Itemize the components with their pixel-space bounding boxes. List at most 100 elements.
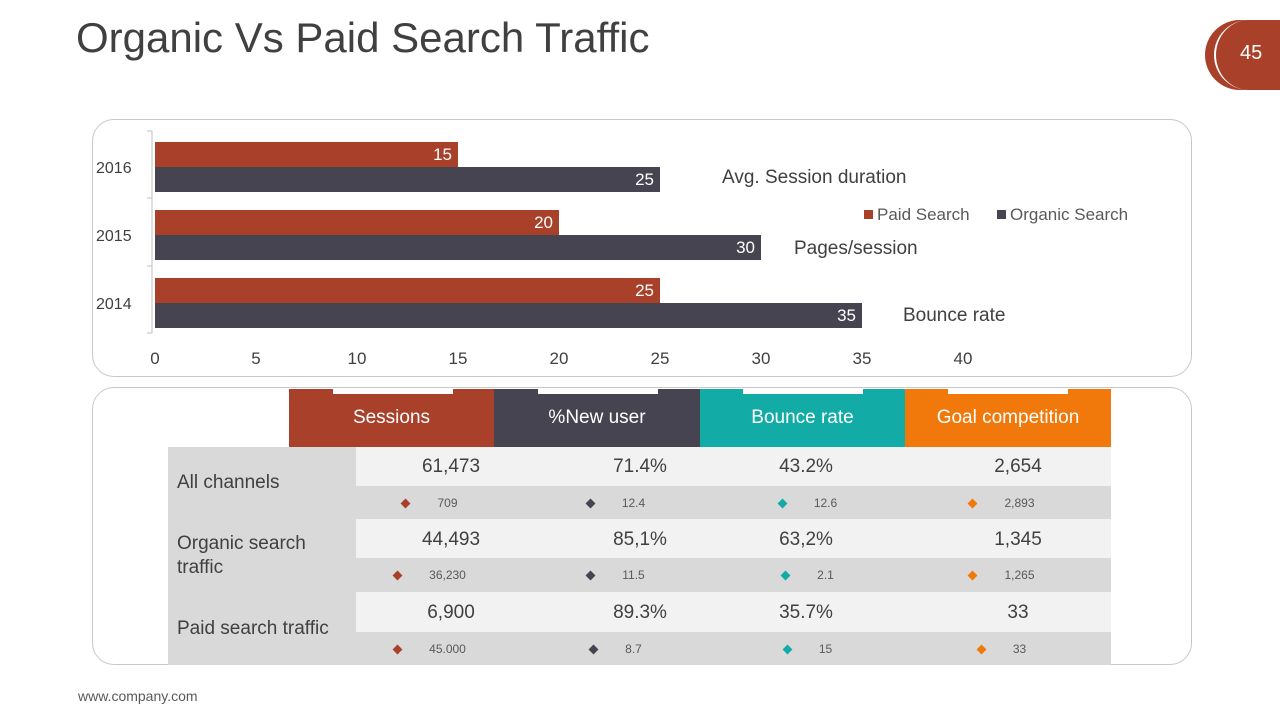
sub-cell: 12.6	[708, 493, 908, 513]
sub-value: 2,893	[1004, 496, 1035, 510]
x-tick-label: 40	[954, 349, 973, 368]
bar-annotation: Pages/session	[794, 238, 918, 259]
sub-value: 33	[1012, 642, 1027, 656]
cell-value: 89.3%	[613, 602, 667, 623]
cell-value: 35.7%	[779, 602, 833, 623]
cell-value: 85,1%	[613, 529, 667, 550]
table-row-subband	[356, 486, 1111, 519]
x-tick-label: 5	[251, 349, 260, 368]
diamond-icon	[392, 570, 403, 580]
header-notch	[948, 389, 1068, 394]
cell-value: 43.2%	[779, 456, 833, 477]
diamond-icon	[782, 644, 793, 654]
data-label: 15	[433, 145, 452, 164]
cell-value: 2,654	[994, 456, 1042, 477]
x-tick-label: 0	[150, 349, 159, 368]
header-goal-competition: Goal competition	[905, 389, 1111, 447]
data-label: 25	[635, 170, 654, 189]
table-row-band	[356, 592, 1111, 632]
sub-value: 709	[437, 496, 458, 510]
header-sessions: Sessions	[289, 389, 494, 447]
sub-cell: 15	[708, 639, 908, 659]
sub-value: 12.4	[621, 496, 646, 510]
bar-annotation: Bounce rate	[903, 305, 1005, 326]
table-row-subband	[356, 558, 1111, 592]
diamond-icon	[780, 570, 791, 580]
bar-organic-search	[155, 303, 862, 328]
diamond-icon	[392, 644, 403, 654]
sub-value: 1,265	[1004, 568, 1035, 582]
bar-paid-search	[155, 278, 660, 303]
diamond-icon	[968, 498, 978, 508]
sub-value: 11.5	[622, 568, 645, 582]
sub-cell: 8.7	[516, 639, 716, 659]
diamond-icon	[777, 498, 788, 508]
legend-label: Paid Search	[877, 205, 970, 224]
header-notch	[743, 389, 863, 394]
sub-cell: 2,893	[902, 493, 1102, 513]
cell-value: 1,345	[994, 529, 1042, 550]
x-tick-label: 25	[651, 349, 670, 368]
sub-cell: 709	[330, 493, 530, 513]
x-tick-label: 30	[752, 349, 771, 368]
diamond-icon	[588, 644, 599, 654]
page-number-badge-ring	[1214, 20, 1280, 90]
sub-cell: 12.4	[516, 493, 716, 513]
sub-value: 36,230	[429, 568, 466, 582]
cell-value: 61,473	[421, 456, 481, 477]
sub-value: 2.1	[817, 568, 834, 582]
sub-cell: 2.1	[708, 565, 908, 585]
sub-cell: 11.5	[516, 565, 716, 585]
sub-cell: 1,265	[902, 565, 1102, 585]
diamond-icon	[976, 644, 987, 654]
bar-paid-search	[155, 142, 458, 167]
x-tick-label: 35	[853, 349, 872, 368]
cell-value: 71.4%	[613, 456, 667, 477]
cell-value: 44,493	[421, 529, 481, 550]
row-label-all-channels: All channels	[168, 447, 356, 519]
data-label: 30	[736, 238, 755, 257]
table-row-band	[356, 447, 1111, 486]
x-tick-label: 20	[550, 349, 569, 368]
page-title: Organic Vs Paid Search Traffic	[76, 14, 650, 61]
y-tick-label: 2015	[96, 228, 132, 245]
cell-value: 33	[1007, 602, 1029, 623]
data-label: 25	[635, 281, 654, 300]
sub-cell: 45.000	[330, 639, 530, 659]
cell-value: 6,900	[427, 602, 475, 623]
row-label-paid-search-traffic: Paid search traffic	[168, 592, 356, 665]
sub-value: 12.6	[813, 496, 838, 510]
x-tick-label: 15	[449, 349, 468, 368]
sub-value: 15	[818, 642, 833, 656]
diamond-icon	[401, 498, 411, 508]
bar-paid-search	[155, 210, 559, 235]
y-tick-label: 2014	[96, 296, 132, 313]
chart-panel	[92, 119, 1192, 377]
sub-value: 45.000	[429, 642, 466, 656]
header-new-user: %New user	[494, 389, 700, 447]
data-label: 20	[534, 213, 553, 232]
page-number: 45	[1240, 42, 1263, 64]
legend-label: Organic Search	[1010, 205, 1128, 224]
diamond-icon	[585, 498, 596, 508]
legend-swatch	[997, 210, 1006, 219]
table-row-band	[356, 519, 1111, 558]
sub-cell: 36,230	[330, 565, 530, 585]
sub-cell: 33	[902, 639, 1102, 659]
sub-value: 8.7	[625, 642, 642, 656]
header-notch	[538, 389, 658, 394]
bar-annotation: Avg. Session duration	[722, 167, 907, 188]
bar-organic-search	[155, 167, 660, 192]
diamond-icon	[968, 570, 978, 580]
bar-organic-search	[155, 235, 761, 260]
y-tick-label: 2016	[96, 160, 132, 177]
x-tick-label: 10	[348, 349, 367, 368]
legend-swatch	[864, 210, 873, 219]
header-bounce-rate: Bounce rate	[700, 389, 905, 447]
data-label: 35	[837, 306, 856, 325]
cell-value: 63,2%	[779, 529, 833, 550]
footer-url: www.company.com	[78, 688, 198, 704]
diamond-icon	[585, 570, 596, 580]
row-label-organic-search-traffic: Organic search traffic	[168, 519, 356, 592]
header-notch	[333, 389, 453, 394]
